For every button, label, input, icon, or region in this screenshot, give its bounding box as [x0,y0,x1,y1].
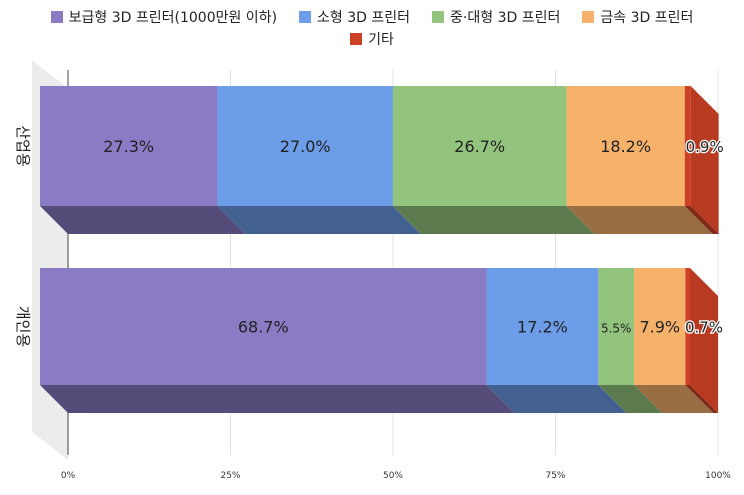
legend-item-small-printer: 소형 3D 프린터 [299,7,410,27]
legend-item-other: 기타 [350,29,394,49]
x-tick-label: 50% [383,471,403,481]
bar-bottom-face [598,385,663,413]
data-label: 27.0% [280,137,331,156]
legend-label: 금속 3D 프린터 [600,10,694,26]
bar-segment [217,86,393,206]
bar-segment [598,268,635,385]
data-label: 68.7% [238,318,289,337]
legend-swatch [350,33,363,45]
bar-bottom-face [392,206,595,234]
bar-segment [40,86,218,206]
legend-row-1: 보급형 3D 프린터(1000만원 이하) 소형 3D 프린터 중·대형 3D … [0,6,744,28]
bar-bottom-face [566,206,713,234]
data-label: 26.7% [454,137,505,156]
data-label: 5.5% [601,322,632,336]
data-label: 17.2% [517,318,568,337]
bar-bottom-face [684,206,719,234]
x-tick-label: 25% [220,471,240,481]
x-tick-label: 75% [545,471,565,481]
bar-bottom-face [685,385,718,413]
legend-label: 보급형 3D 프린터(1000만원 이하) [68,10,278,26]
data-label: 7.9% [639,318,680,337]
legend: 보급형 3D 프린터(1000만원 이하) 소형 3D 프린터 중·대형 3D … [0,6,744,50]
bar-segment [486,268,599,385]
bar-segment [684,86,691,206]
data-label: 0.9% [686,138,724,156]
bar-segment [40,268,487,385]
x-tick-label: 100% [705,471,731,481]
bar-bottom-face [486,385,627,413]
legend-swatch [299,11,312,23]
bar-segment [634,268,686,385]
legend-swatch [432,11,445,23]
bar-bottom-face [40,385,515,413]
legend-label: 중·대형 3D 프린터 [450,10,561,26]
bar-segment [566,86,685,206]
legend-item-budget-printer: 보급형 3D 프린터(1000만원 이하) [50,7,278,27]
legend-label: 소형 3D 프린터 [317,10,411,26]
legend-item-metal-printer: 금속 3D 프린터 [582,7,693,27]
bar-bottom-face [217,206,421,234]
data-label: 27.3% [103,137,154,156]
bar-end-face [690,268,718,413]
bar-end-face [690,86,719,234]
legend-label: 기타 [368,32,394,48]
bar-bottom-face [40,206,246,234]
data-label: 18.2% [600,137,651,156]
data-label: 0.7% [685,319,723,337]
category-label: 개인용 [14,306,32,347]
x-tick-label: 0% [61,471,76,481]
legend-item-mid-large-printer: 중·대형 3D 프린터 [432,7,560,27]
bar-segment [685,268,690,385]
category-label: 산업용 [14,125,32,166]
bar-bottom-face [634,385,714,413]
legend-swatch [50,11,63,23]
bar-segment [392,86,567,206]
legend-row-2: 기타 [0,28,744,50]
legend-swatch [582,11,595,23]
